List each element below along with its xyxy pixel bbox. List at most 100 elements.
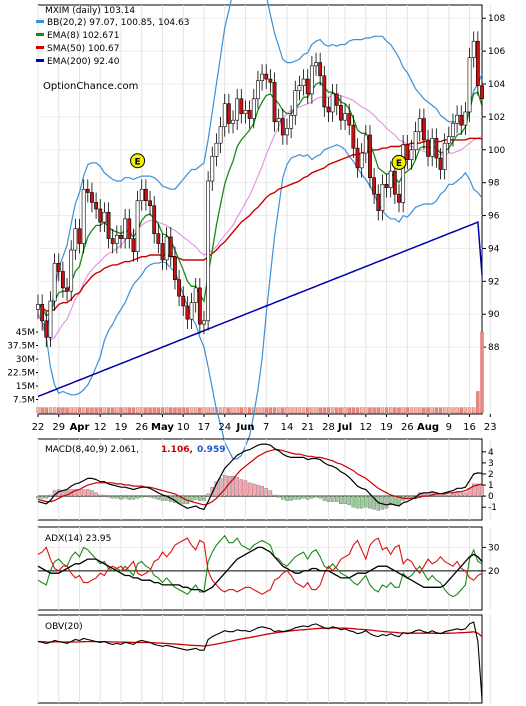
candle-body-down — [177, 279, 181, 297]
volume-bar — [44, 407, 48, 414]
macd-y-tick-label: -1 — [488, 503, 497, 513]
candlestick — [368, 125, 372, 188]
macd-histogram-bar — [139, 495, 144, 498]
adx-title: ADX(14) 23.95 — [45, 534, 111, 544]
ema8-line — [37, 81, 483, 317]
volume-bar — [73, 407, 78, 414]
volume-bar — [106, 407, 111, 414]
candlestick — [127, 208, 132, 249]
x-tick-label: Jul — [337, 422, 352, 433]
candle-body-down — [185, 305, 190, 320]
candle-body-up — [301, 78, 306, 86]
candlestick — [438, 148, 443, 180]
candle-body-down — [480, 85, 484, 100]
candle-body-up — [343, 113, 347, 121]
candle-body-down — [60, 271, 65, 289]
adx-y-tick-label: 20 — [488, 567, 500, 577]
candle-body-down — [110, 238, 115, 244]
candlestick — [160, 233, 165, 270]
candlestick — [210, 146, 215, 191]
candle-body-up — [36, 304, 40, 310]
macd-histogram-bar — [156, 495, 161, 500]
volume-bar — [359, 407, 364, 414]
candle-body-up — [235, 98, 240, 121]
macd-histogram-bar — [268, 490, 273, 497]
macd-histogram-bar — [77, 489, 82, 497]
macd-histogram-bar — [297, 495, 302, 500]
candle-body-down — [98, 208, 103, 223]
candle-body-down — [143, 188, 148, 202]
volume-bar — [156, 407, 161, 414]
candle-body-up — [256, 80, 260, 100]
volume-bar — [351, 407, 356, 414]
x-tick-label: Apr — [70, 422, 90, 433]
candlestick — [339, 95, 343, 131]
candlestick — [442, 133, 447, 180]
candlestick — [214, 133, 219, 167]
candle-body-down — [405, 144, 410, 160]
volume-bar — [384, 407, 389, 414]
candlestick — [143, 179, 148, 211]
candle-body-up — [314, 62, 318, 67]
candle-body-down — [119, 234, 123, 239]
earnings-marker-circle — [391, 154, 407, 170]
volume-bar — [467, 407, 472, 414]
candle-body-up — [388, 170, 393, 188]
macd-histogram-bar — [351, 495, 356, 508]
macd-histogram-bar — [409, 495, 414, 498]
candle-body-down — [131, 238, 136, 253]
candle-body-up — [73, 228, 78, 251]
candle-body-down — [44, 320, 49, 338]
candle-body-up — [206, 180, 211, 322]
candlestick — [264, 64, 269, 89]
candle-body-up — [363, 134, 368, 154]
x-tick-label: 10 — [177, 422, 190, 433]
candle-body-down — [106, 211, 111, 239]
candle-body-up — [52, 262, 57, 302]
macd-y-tick-label: 2 — [488, 470, 494, 480]
x-tick-label: 19 — [380, 422, 393, 433]
candlestick — [48, 291, 53, 348]
macd-histogram-bar — [388, 495, 393, 506]
candlestick — [397, 184, 401, 213]
candlestick — [235, 88, 240, 131]
candle-body-down — [392, 170, 397, 195]
volume-bar — [413, 407, 418, 414]
candle-body-up — [164, 236, 169, 261]
price-y-tick-label: 96 — [488, 212, 500, 222]
macd-histogram-bar — [463, 492, 468, 497]
macd-y-tick-label: 0 — [488, 492, 494, 502]
candle-body-down — [384, 184, 389, 188]
obv-line — [37, 621, 483, 701]
volume-bar — [131, 407, 136, 414]
macd-histogram-bar — [459, 492, 464, 497]
candle-body-up — [214, 142, 219, 157]
macd-histogram-bar — [193, 495, 198, 500]
price-y-tick-label: 106 — [488, 47, 505, 57]
adx-plot: 30 20 — [37, 527, 500, 610]
candle-body-down — [355, 147, 360, 169]
volume-bar — [243, 407, 248, 414]
x-tick-label: 26 — [401, 422, 414, 433]
volume-bar — [418, 407, 422, 414]
volume-bar — [397, 407, 401, 414]
candle-body-down — [160, 243, 165, 261]
volume-bar — [227, 407, 231, 414]
candle-body-down — [459, 114, 464, 126]
x-tick-label: Aug — [417, 422, 439, 433]
candle-body-down — [272, 82, 277, 123]
macd-histogram-bar — [471, 483, 476, 497]
candlestick — [102, 202, 107, 232]
volume-bar — [115, 407, 119, 414]
volume-tick-label: 22.5M — [7, 369, 35, 379]
candlestick — [409, 139, 414, 170]
candlestick — [119, 225, 123, 249]
candle-body-down — [351, 124, 356, 149]
candlestick — [297, 75, 302, 101]
candlestick — [347, 103, 352, 135]
candlestick — [131, 228, 136, 262]
candlestick — [52, 253, 57, 311]
candlestick — [148, 190, 152, 216]
x-tick-label: May — [151, 422, 174, 433]
candle-body-down — [152, 205, 157, 234]
